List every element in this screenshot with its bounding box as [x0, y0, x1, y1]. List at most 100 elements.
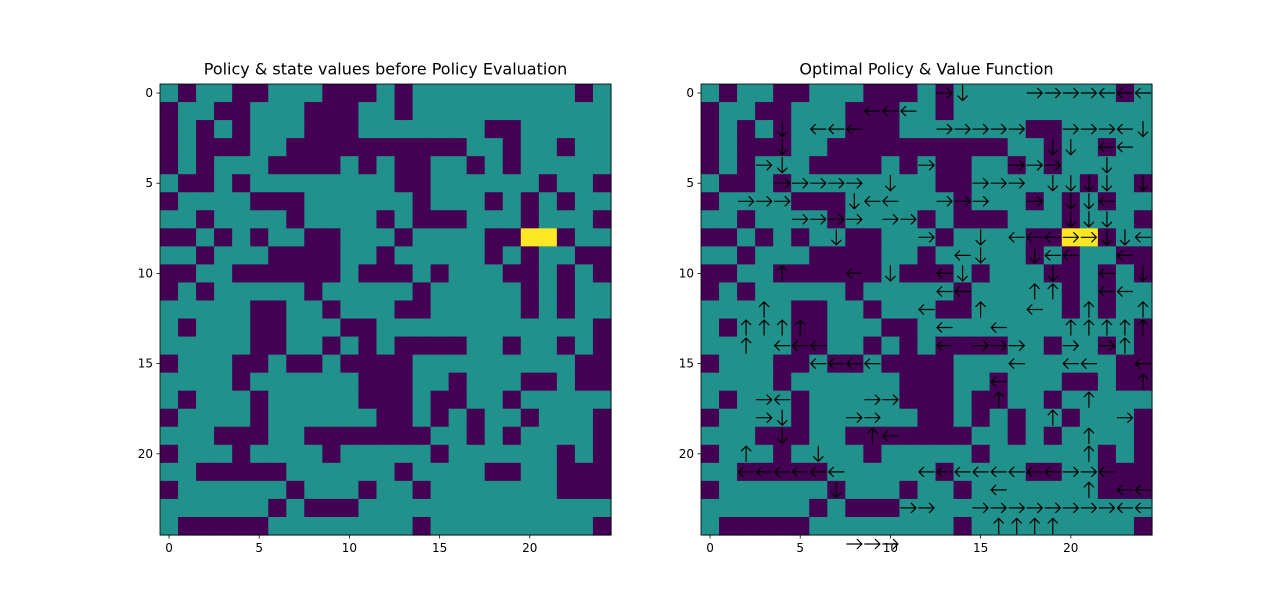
policy-arrow-icon — [831, 481, 842, 499]
heatmap-cell — [556, 156, 576, 175]
heatmap-cell — [971, 282, 991, 302]
heatmap-cell — [719, 156, 738, 175]
heatmap-cell — [160, 444, 179, 464]
heatmap-cell — [1133, 408, 1153, 428]
heatmap-cell — [809, 156, 828, 175]
heatmap-cell — [881, 354, 901, 374]
heatmap-cell — [935, 210, 955, 229]
heatmap-cell — [286, 444, 305, 464]
policy-arrow-icon — [972, 123, 989, 135]
heatmap-cell — [592, 516, 612, 536]
heatmap-cell — [376, 318, 396, 338]
heatmap-cell — [412, 138, 432, 157]
policy-arrow-icon — [810, 340, 827, 351]
heatmap-cell — [520, 210, 540, 229]
heatmap-cell — [214, 444, 233, 464]
heatmap-cell — [881, 228, 901, 247]
heatmap-cell — [268, 390, 287, 410]
heatmap-cell — [845, 156, 864, 175]
heatmap-cell — [827, 300, 846, 320]
heatmap-cell — [592, 84, 612, 103]
heatmap-cell — [412, 228, 432, 247]
policy-arrow-icon — [936, 340, 953, 351]
heatmap-cell — [178, 354, 197, 374]
heatmap-cell — [863, 498, 882, 518]
policy-arrow-icon — [846, 177, 863, 189]
heatmap-cell — [574, 138, 594, 157]
heatmap-cell — [214, 300, 233, 320]
heatmap-cell — [250, 444, 269, 464]
heatmap-cell — [538, 300, 558, 320]
heatmap-cell — [737, 138, 756, 157]
heatmap-cell — [340, 282, 360, 302]
heatmap-cell — [701, 120, 720, 139]
heatmap-cell — [448, 444, 468, 464]
heatmap-cell — [809, 228, 828, 247]
heatmap-cell — [358, 516, 378, 536]
heatmap-cell — [448, 372, 468, 392]
heatmap-cell — [773, 84, 792, 103]
heatmap-cell — [935, 408, 955, 428]
heatmap-cell — [160, 84, 179, 103]
heatmap-cell — [196, 138, 215, 157]
heatmap-cell — [719, 354, 738, 374]
policy-arrow-icon — [828, 123, 845, 135]
heatmap-cell — [196, 336, 215, 356]
heatmap-cell — [1061, 300, 1081, 320]
policy-arrow-icon — [1083, 211, 1095, 228]
heatmap-cell — [178, 390, 197, 410]
heatmap-cell — [953, 408, 973, 428]
heatmap-cell — [268, 246, 287, 265]
heatmap-cell — [971, 444, 991, 464]
heatmap-cell — [520, 282, 540, 302]
heatmap-cell — [430, 336, 450, 356]
heatmap-cell — [214, 498, 233, 518]
heatmap-cell — [863, 318, 882, 338]
heatmap-cell — [394, 174, 414, 193]
heatmap-cell — [268, 84, 287, 103]
heatmap-cell — [574, 120, 594, 139]
heatmap-cell — [719, 426, 738, 446]
heatmap-cell — [719, 192, 738, 211]
policy-arrow-icon — [810, 214, 827, 225]
heatmap-cell — [232, 336, 251, 356]
heatmap-cell — [538, 408, 558, 428]
left-axes-frame — [159, 83, 612, 536]
heatmap-cell — [286, 480, 305, 500]
heatmap-cell — [412, 210, 432, 229]
heatmap-cell — [1043, 192, 1063, 211]
policy-arrow-icon — [774, 196, 791, 207]
heatmap-cell — [719, 372, 738, 392]
heatmap-cell — [520, 318, 540, 338]
heatmap-cell — [304, 480, 323, 500]
heatmap-cell — [592, 318, 612, 338]
heatmap-cell — [286, 228, 305, 247]
heatmap-cell — [430, 318, 450, 338]
heatmap-cell — [556, 102, 576, 121]
heatmap-cell — [971, 480, 991, 500]
heatmap-cell — [412, 264, 432, 284]
heatmap-cell — [971, 372, 991, 392]
heatmap-cell — [737, 156, 756, 175]
heatmap-cell — [971, 210, 991, 229]
heatmap-cell — [448, 102, 468, 121]
x-tick-label: 20 — [522, 541, 537, 555]
heatmap-cell — [791, 156, 810, 175]
heatmap-cell — [737, 516, 756, 536]
heatmap-cell — [286, 156, 305, 175]
policy-arrow-icon — [882, 430, 899, 442]
heatmap-cell — [250, 426, 269, 446]
heatmap-cell — [863, 282, 882, 302]
policy-arrow-icon — [936, 268, 953, 279]
heatmap-cell — [1097, 372, 1117, 392]
heatmap-cell — [1043, 210, 1063, 229]
heatmap-cell — [863, 84, 882, 103]
heatmap-cell — [899, 300, 919, 320]
heatmap-cell — [827, 138, 846, 157]
heatmap-cell — [502, 336, 522, 356]
heatmap-cell — [719, 228, 738, 247]
heatmap-cell — [574, 336, 594, 356]
heatmap-cell — [178, 444, 197, 464]
heatmap-cell — [160, 120, 179, 139]
heatmap-cell — [448, 318, 468, 338]
